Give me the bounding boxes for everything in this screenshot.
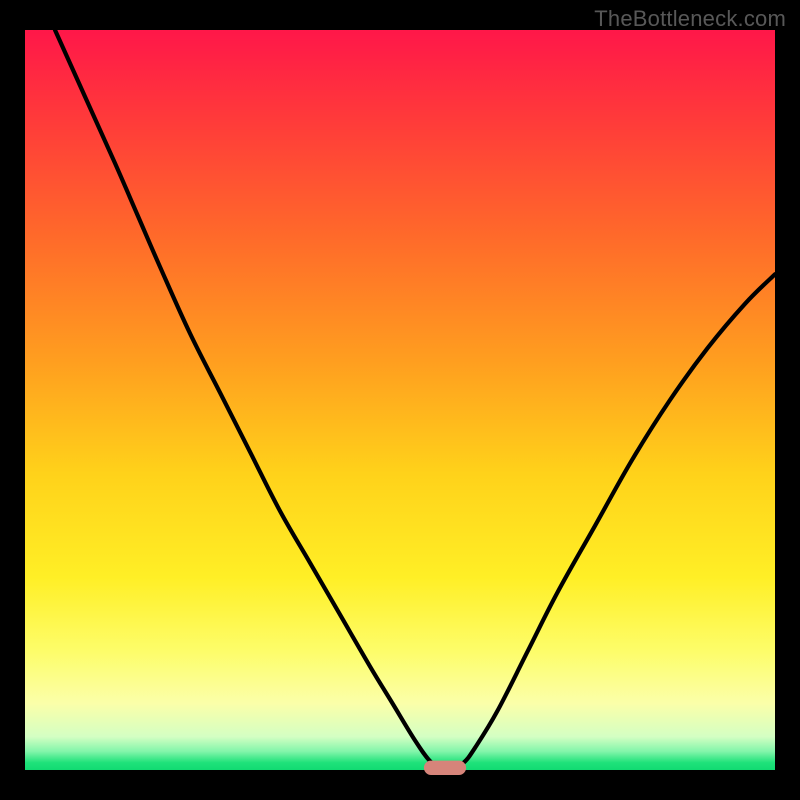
bottleneck-chart	[0, 0, 800, 800]
watermark-text: TheBottleneck.com	[594, 6, 786, 32]
chart-container: TheBottleneck.com	[0, 0, 800, 800]
optimum-marker	[424, 761, 465, 774]
plot-background	[25, 30, 775, 770]
